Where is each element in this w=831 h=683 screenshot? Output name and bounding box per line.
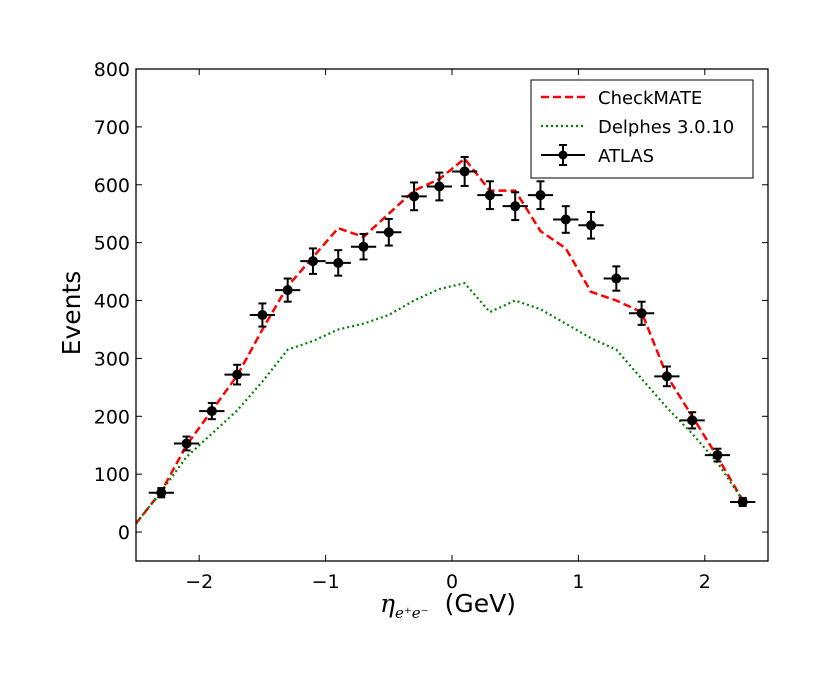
atlas-point [553, 205, 579, 234]
x-tick-label: 1 [572, 571, 584, 593]
atlas-point [452, 155, 478, 187]
atlas-marker [611, 273, 622, 284]
atlas-marker [687, 415, 698, 426]
atlas-point [350, 232, 377, 261]
legend-atlas-label: ATLAS [598, 146, 654, 167]
atlas-point [730, 496, 756, 508]
atlas-point [376, 217, 402, 247]
atlas-point [325, 249, 351, 277]
atlas-marker [383, 227, 394, 238]
atlas-point [477, 180, 503, 211]
atlas-point [148, 487, 174, 499]
series-layer [135, 155, 756, 525]
x-tick-label: −2 [185, 571, 213, 593]
atlas-point [173, 435, 200, 452]
atlas-marker [535, 190, 546, 201]
x-axis-symbol: η [380, 589, 395, 618]
atlas-point [426, 171, 452, 202]
atlas-point [300, 247, 326, 275]
atlas-marker [156, 487, 167, 498]
atlas-marker [257, 310, 268, 320]
x-axis-label: ηe⁺e⁻ (GeV) [380, 589, 516, 622]
atlas-point [603, 265, 629, 292]
atlas-marker [484, 190, 495, 201]
atlas-point [224, 363, 250, 386]
y-tick-label: 500 [94, 233, 130, 255]
atlas-marker [181, 438, 192, 449]
atlas-marker [560, 214, 571, 225]
y-tick-label: 300 [94, 348, 130, 370]
atlas-marker [333, 257, 344, 268]
atlas-marker [232, 369, 243, 380]
x-tick-label: −1 [312, 571, 340, 593]
atlas-point [199, 401, 225, 421]
legend-delphes-label: Delphes 3.0.10 [598, 117, 734, 138]
atlas-marker [434, 181, 445, 192]
atlas-point [249, 302, 276, 328]
atlas-marker [737, 496, 748, 507]
atlas-marker [510, 201, 521, 212]
atlas-marker [712, 450, 723, 461]
y-tick-label: 800 [94, 59, 130, 81]
atlas-marker [206, 406, 217, 417]
atlas-marker [282, 285, 293, 296]
atlas-point [679, 411, 705, 430]
delphes-line [135, 281, 744, 525]
checkmate-line [135, 156, 744, 525]
atlas-marker [459, 166, 470, 177]
atlas-marker [358, 241, 369, 252]
atlas-point [628, 300, 655, 326]
y-tick-label: 600 [94, 175, 130, 197]
legend-checkmate-label: CheckMATE [598, 88, 702, 109]
atlas-point [401, 181, 427, 212]
y-tick-label: 700 [94, 117, 130, 139]
atlas-marker [636, 308, 647, 319]
x-tick-label: 2 [699, 571, 711, 593]
atlas-point [578, 210, 604, 240]
atlas-marker [661, 371, 672, 382]
atlas-point [527, 180, 554, 211]
atlas-point [275, 277, 301, 303]
x-axis-subscript: e⁺e⁻ [395, 604, 429, 622]
x-tick-label: 0 [446, 571, 458, 593]
atlas-point [502, 191, 528, 222]
atlas-marker [409, 191, 420, 202]
y-axis-label: Events [57, 271, 86, 356]
atlas-marker [307, 256, 318, 267]
y-tick-label: 0 [118, 522, 130, 544]
x-axis-unit: (GeV) [445, 589, 516, 618]
y-tick-label: 400 [94, 291, 130, 313]
y-tick-label: 100 [94, 464, 130, 486]
atlas-marker [586, 220, 597, 231]
axis-ticks: 0 100 200 300 400 500 600 700 800 −2 −1 0 1 2 [94, 59, 768, 593]
svg-text:ηe⁺e⁻(GeV): ηe⁺e⁻ (GeV) [380, 589, 516, 622]
atlas-point [654, 365, 680, 388]
atlas-point [704, 447, 731, 463]
y-tick-label: 200 [94, 406, 130, 428]
legend-atlas-swatch [541, 144, 585, 166]
legend: CheckMATE Delphes 3.0.10 ATLAS [530, 79, 754, 179]
